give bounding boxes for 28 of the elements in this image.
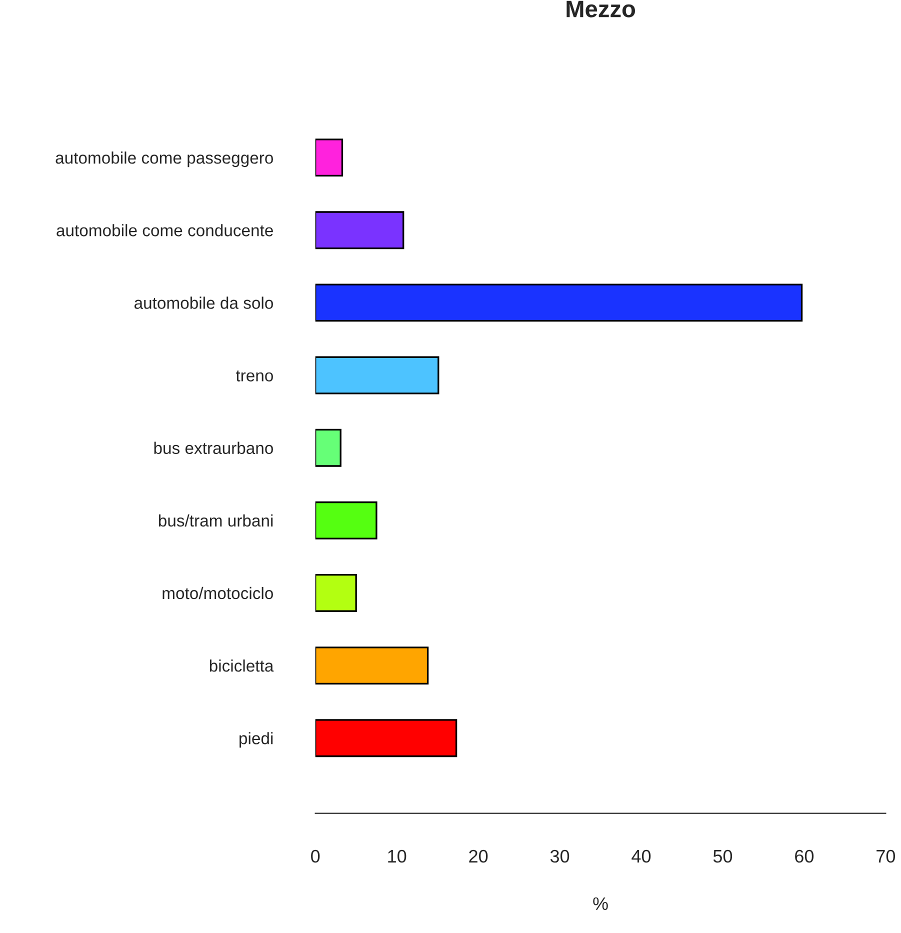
x-tick-label: 20: [469, 850, 488, 863]
bar: [315, 284, 803, 322]
y-tick-label: bus/tram urbani: [158, 514, 273, 527]
bar: [315, 211, 404, 250]
x-tick-label: 40: [632, 850, 651, 863]
bar: [315, 138, 344, 177]
x-tick-label: 0: [311, 850, 320, 863]
y-tick-label: piedi: [240, 732, 273, 748]
y-tick-label: moto/motociclo: [162, 586, 273, 600]
y-tick-label: automobile come passeggero: [56, 152, 273, 168]
bar: [315, 719, 458, 758]
x-tick-label: 60: [795, 850, 814, 863]
y-tick-label: treno: [236, 370, 273, 382]
bar: [315, 501, 378, 540]
y-tick-label: automobile come conducente: [56, 224, 273, 236]
y-tick-label: bicicletta: [210, 660, 274, 672]
x-axis-title: %: [593, 897, 608, 910]
bar: [315, 428, 342, 467]
y-tick-label: bus extraurbano: [154, 442, 273, 454]
x-tick-label: 30: [550, 850, 570, 863]
bar: [315, 574, 357, 612]
bar: [315, 646, 429, 685]
bar: [315, 356, 440, 394]
x-tick-label: 50: [713, 850, 732, 863]
x-tick-label: 10: [388, 850, 406, 863]
x-tick-label: 70: [876, 850, 896, 863]
chart-title: Mezzo: [566, 0, 636, 18]
y-tick-label: automobile da solo: [134, 296, 273, 309]
